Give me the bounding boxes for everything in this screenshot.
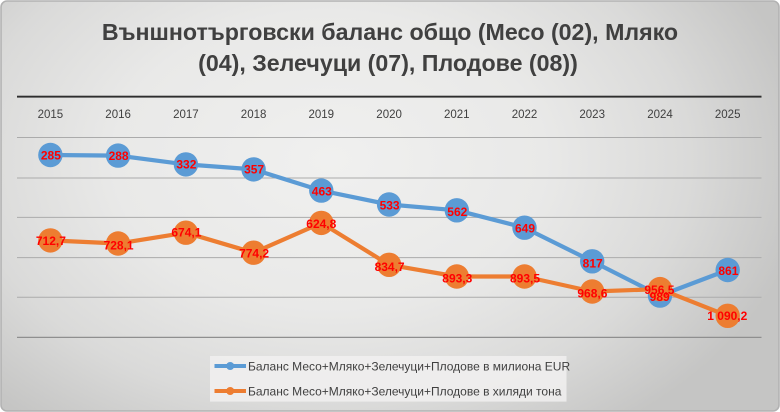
svg-text:2019: 2019 <box>309 109 335 121</box>
svg-text:989: 989 <box>650 290 670 304</box>
svg-text:Баланс Месо+Мляко+Зелечуци+Пло: Баланс Месо+Мляко+Зелечуци+Плодове в мил… <box>248 360 570 374</box>
svg-text:2018: 2018 <box>241 109 267 121</box>
svg-text:817: 817 <box>583 256 603 270</box>
svg-text:463: 463 <box>312 184 332 198</box>
svg-text:834,7: 834,7 <box>375 260 405 274</box>
svg-text:2017: 2017 <box>173 109 199 121</box>
svg-text:674,1: 674,1 <box>171 225 201 239</box>
svg-text:893,3: 893,3 <box>442 271 472 285</box>
svg-text:2016: 2016 <box>105 109 131 121</box>
svg-text:2020: 2020 <box>376 109 402 121</box>
svg-text:285: 285 <box>41 148 61 162</box>
svg-text:288: 288 <box>109 149 129 163</box>
svg-text:2023: 2023 <box>579 109 605 121</box>
svg-text:357: 357 <box>244 163 264 177</box>
svg-text:956,5: 956,5 <box>644 283 674 297</box>
svg-text:1 090,2: 1 090,2 <box>707 309 747 323</box>
svg-text:2024: 2024 <box>647 109 673 121</box>
svg-text:Баланс Месо+Мляко+Зелечуци+Пло: Баланс Месо+Мляко+Зелечуци+Плодове в хил… <box>248 385 562 399</box>
svg-text:774,2: 774,2 <box>239 247 269 261</box>
svg-text:533: 533 <box>380 199 400 213</box>
svg-text:2021: 2021 <box>444 109 470 121</box>
svg-text:861: 861 <box>718 264 738 278</box>
svg-text:649: 649 <box>515 221 535 235</box>
svg-text:893,5: 893,5 <box>510 271 540 285</box>
svg-text:(04), Зелечуци (07), Плодове (: (04), Зелечуци (07), Плодове (08)) <box>198 50 578 76</box>
svg-text:624,8: 624,8 <box>306 217 336 231</box>
svg-text:562: 562 <box>447 205 467 219</box>
svg-text:332: 332 <box>176 158 196 172</box>
svg-text:728,1: 728,1 <box>104 239 134 253</box>
svg-text:968,6: 968,6 <box>577 287 607 301</box>
svg-text:2022: 2022 <box>512 109 538 121</box>
svg-text:712,7: 712,7 <box>36 234 66 248</box>
svg-text:2015: 2015 <box>38 109 64 121</box>
svg-text:2025: 2025 <box>715 109 741 121</box>
svg-text:Външнотърговски баланс общо (М: Външнотърговски баланс общо (Месо (02), … <box>102 19 678 45</box>
